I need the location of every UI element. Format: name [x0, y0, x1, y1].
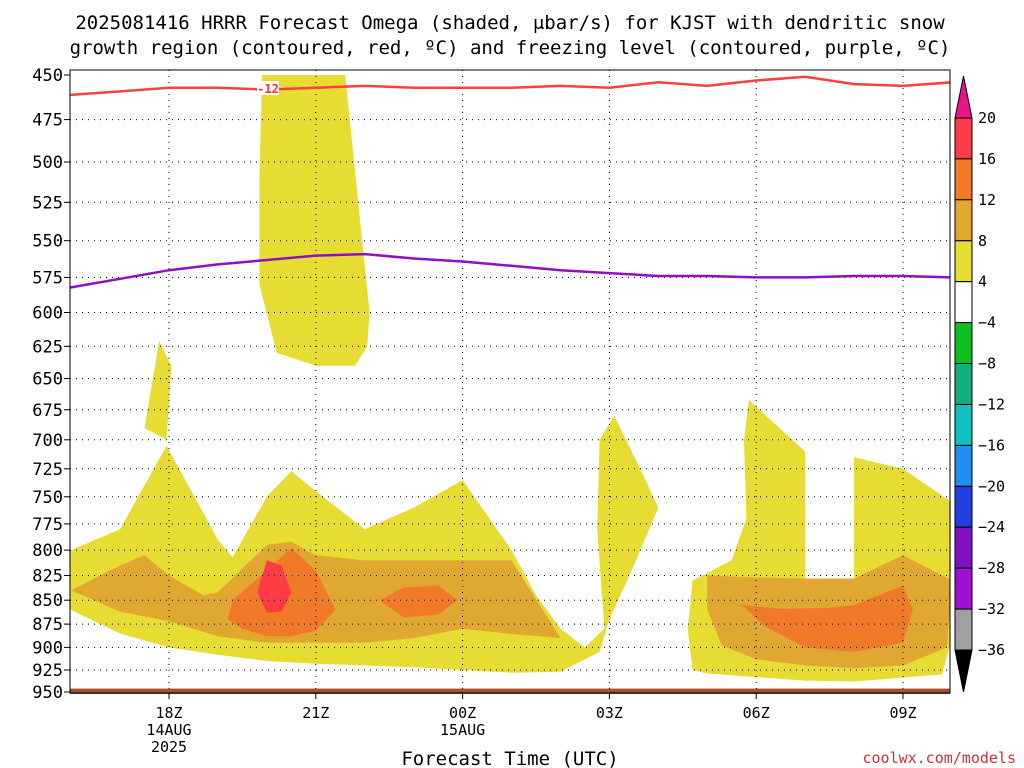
- colorbar-swatch-2: [954, 199, 973, 242]
- y-tick-label-525: 525: [32, 193, 63, 213]
- colorbar-swatch-0: [954, 117, 973, 160]
- y-tick-label-950: 950: [32, 683, 63, 703]
- colorbar-label-11: −28: [978, 559, 1005, 577]
- credit-text: coolwx.com/models: [862, 749, 1016, 767]
- colorbar-label-8: −16: [978, 436, 1005, 454]
- y-tick-label-900: 900: [32, 638, 63, 658]
- y-tick-label-800: 800: [32, 541, 63, 561]
- x-tick-label-30-0: 06Z: [743, 704, 770, 722]
- y-tick-label-700: 700: [32, 431, 63, 451]
- colorbar-swatch-5: [954, 322, 973, 365]
- colorbar-swatch-1: [954, 158, 973, 201]
- x-tick-label-33-0: 09Z: [889, 704, 916, 722]
- dgz-temperature-label: -12: [257, 82, 279, 96]
- contour-lines: [70, 75, 950, 289]
- y-tick-label-600: 600: [32, 304, 63, 324]
- y-tick-label-550: 550: [32, 232, 63, 252]
- x-tick-label-24-0: 00Z: [449, 704, 476, 722]
- y-tick-label-750: 750: [32, 488, 63, 508]
- colorbar-label-6: −8: [978, 355, 996, 373]
- colorbar-label-13: −36: [978, 641, 1005, 659]
- terrain-fill: [70, 688, 950, 694]
- x-tick-label-27-0: 03Z: [596, 704, 623, 722]
- colorbar-swatch-7: [954, 404, 973, 446]
- omega-region-12-to-16-7: [379, 585, 458, 618]
- x-tick-label-24-1: 15AUG: [440, 721, 485, 739]
- x-tick-label-18-1: 14AUG: [146, 721, 191, 739]
- colorbar-swatch-11: [954, 567, 973, 610]
- x-tick-label-21-0: 21Z: [302, 704, 329, 722]
- colorbar-swatch-3: [954, 240, 973, 283]
- colorbar-label-1: 16: [978, 150, 996, 168]
- y-tick-label-850: 850: [32, 591, 63, 611]
- omega-region-12-to-16-8: [741, 585, 913, 652]
- chart-title-line2: growth region (contoured, red, ºC) and f…: [70, 37, 951, 59]
- omega-region-4-to-8-1: [144, 341, 172, 440]
- y-tick-label-775: 775: [32, 515, 63, 535]
- colorbar-label-0: 20: [978, 109, 996, 127]
- y-tick-label-575: 575: [32, 268, 63, 288]
- colorbar-swatch-4: [954, 281, 973, 324]
- colorbar-label-7: −12: [978, 396, 1005, 414]
- y-tick-label-650: 650: [32, 370, 63, 390]
- colorbar-swatch-8: [954, 444, 973, 487]
- colorbar-swatch-9: [954, 485, 973, 528]
- colorbar-swatch-10: [954, 526, 973, 569]
- y-tick-label-675: 675: [32, 401, 63, 421]
- colorbar-label-2: 12: [978, 191, 996, 209]
- terrain-bar: [70, 688, 950, 694]
- colorbar-swatch-12: [954, 608, 973, 651]
- y-tick-label-825: 825: [32, 567, 63, 587]
- omega-region-16-to-20-9: [257, 560, 292, 613]
- colorbar-label-10: −24: [978, 518, 1005, 536]
- y-tick-label-625: 625: [32, 337, 63, 357]
- omega-region-4-to-8-0: [259, 75, 370, 366]
- y-tick-label-925: 925: [32, 661, 63, 681]
- colorbar-label-5: −4: [978, 314, 996, 332]
- colorbar: 20 16 12 8 4 −4 −8 −12 −16 −20 −24 −28 −32 −36: [954, 75, 1005, 693]
- chart-title-line1: 2025081416 HRRR Forecast Omega (shaded, …: [75, 12, 945, 34]
- colorbar-label-4: 4: [978, 273, 987, 291]
- colorbar-label-12: −32: [978, 600, 1005, 618]
- colorbar-swatch-6: [954, 363, 973, 405]
- freezing-level-purple-line: [70, 252, 950, 289]
- y-axis: 450 475 500 525 550 575 600 625 650 675 700 725 750 7…: [32, 66, 70, 703]
- y-tick-label-500: 500: [32, 153, 63, 173]
- y-tick-label-450: 450: [32, 66, 63, 86]
- y-tick-label-875: 875: [32, 615, 63, 635]
- x-tick-label-18-2: 2025: [151, 738, 187, 756]
- dgz-contour-label: -12: [257, 81, 279, 96]
- colorbar-bottom-arrow: [954, 649, 973, 693]
- plot-frame: [69, 69, 951, 694]
- y-tick-label-475: 475: [32, 111, 63, 131]
- dendritic-snow-growth-region-red-line: [70, 75, 950, 97]
- y-tick-label-725: 725: [32, 460, 63, 480]
- colorbar-label-9: −20: [978, 477, 1005, 495]
- x-tick-label-18-0: 18Z: [155, 704, 182, 722]
- colorbar-label-3: 8: [978, 232, 987, 250]
- x-axis-title: Forecast Time (UTC): [401, 748, 618, 768]
